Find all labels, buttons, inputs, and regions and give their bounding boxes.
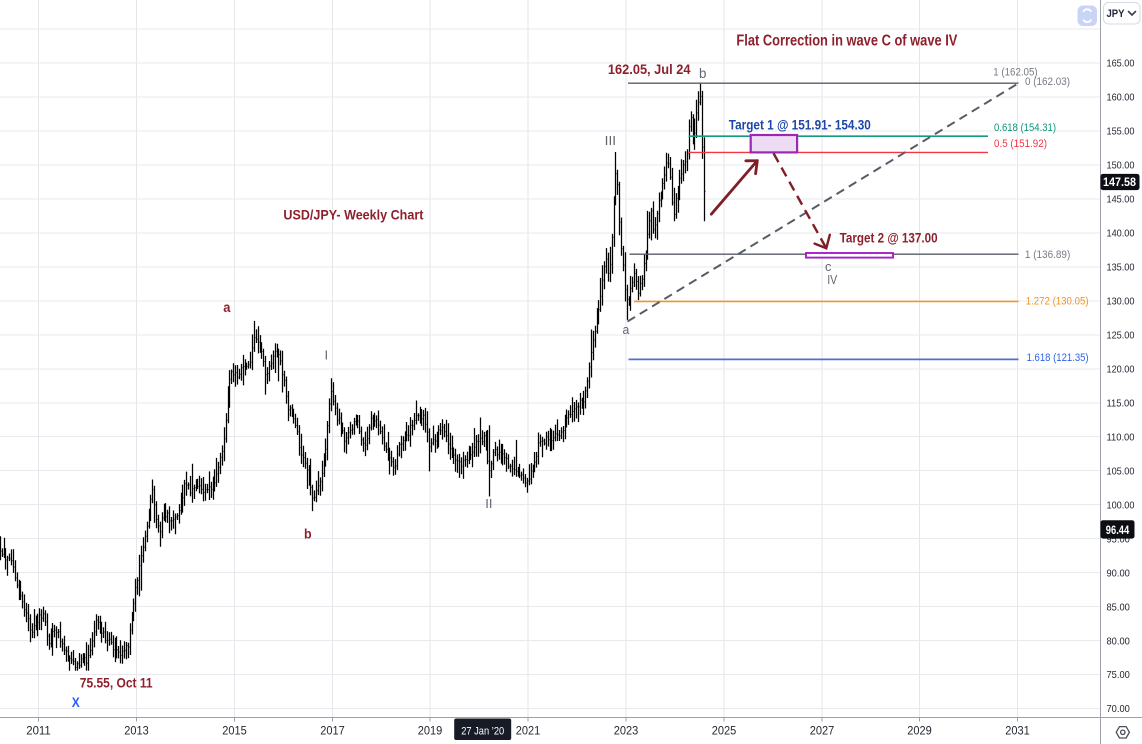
svg-text:150.00: 150.00: [1107, 160, 1135, 172]
svg-text:2019: 2019: [418, 726, 443, 738]
svg-text:120.00: 120.00: [1107, 364, 1135, 376]
svg-text:a: a: [223, 299, 230, 315]
svg-text:JPY: JPY: [1107, 8, 1126, 20]
svg-text:2021: 2021: [516, 726, 541, 738]
svg-text:0 (162.03): 0 (162.03): [1025, 76, 1070, 88]
svg-text:1.272 (130.05): 1.272 (130.05): [1026, 295, 1089, 307]
svg-text:2013: 2013: [124, 726, 149, 738]
svg-text:162.05, Jul 24: 162.05, Jul 24: [608, 61, 691, 77]
svg-text:IV: IV: [827, 272, 837, 287]
svg-text:140.00: 140.00: [1107, 228, 1135, 240]
svg-text:75.55, Oct 11: 75.55, Oct 11: [80, 676, 153, 691]
svg-text:b: b: [699, 66, 706, 81]
svg-text:145.00: 145.00: [1107, 194, 1135, 206]
svg-text:0.618 (154.31): 0.618 (154.31): [994, 122, 1056, 134]
svg-text:2029: 2029: [907, 726, 932, 738]
svg-text:USD/JPY- Weekly Chart: USD/JPY- Weekly Chart: [283, 206, 423, 222]
svg-text:2015: 2015: [222, 726, 247, 738]
svg-text:115.00: 115.00: [1107, 397, 1135, 409]
svg-text:147.58: 147.58: [1103, 177, 1137, 189]
svg-text:155.00: 155.00: [1107, 126, 1135, 138]
svg-text:Target 2 @ 137.00: Target 2 @ 137.00: [840, 230, 938, 246]
svg-text:2031: 2031: [1005, 726, 1030, 738]
svg-text:85.00: 85.00: [1107, 601, 1130, 613]
svg-text:2017: 2017: [320, 726, 345, 738]
svg-text:III: III: [605, 133, 616, 148]
svg-text:Flat Correction in wave C of w: Flat Correction in wave C of wave IV: [736, 33, 958, 50]
svg-text:165.00: 165.00: [1107, 58, 1135, 70]
svg-text:Target 1 @ 151.91- 154.30: Target 1 @ 151.91- 154.30: [729, 117, 871, 133]
svg-text:130.00: 130.00: [1107, 296, 1135, 308]
svg-text:100.00: 100.00: [1107, 499, 1135, 511]
svg-text:0.5 (151.92): 0.5 (151.92): [994, 138, 1047, 150]
svg-text:105.00: 105.00: [1107, 465, 1135, 477]
svg-text:a: a: [623, 322, 631, 337]
svg-text:110.00: 110.00: [1107, 431, 1135, 443]
svg-text:80.00: 80.00: [1107, 635, 1130, 647]
svg-text:2023: 2023: [614, 726, 639, 738]
svg-text:70.00: 70.00: [1107, 703, 1130, 715]
svg-text:b: b: [304, 526, 312, 542]
svg-text:96.44: 96.44: [1106, 525, 1130, 537]
svg-text:1.618 (121.35): 1.618 (121.35): [1027, 352, 1089, 364]
svg-text:90.00: 90.00: [1107, 567, 1130, 579]
svg-text:27 Jan ’20: 27 Jan ’20: [461, 726, 504, 738]
svg-text:2025: 2025: [712, 726, 737, 738]
svg-text:I: I: [325, 347, 329, 362]
svg-text:2027: 2027: [810, 726, 835, 738]
svg-text:c: c: [825, 259, 832, 274]
svg-text:75.00: 75.00: [1107, 669, 1130, 681]
svg-text:1 (162.05): 1 (162.05): [993, 67, 1037, 79]
svg-text:II: II: [485, 496, 492, 511]
svg-text:X: X: [72, 695, 80, 710]
svg-text:160.00: 160.00: [1107, 92, 1135, 104]
svg-text:1 (136.89): 1 (136.89): [1025, 249, 1070, 261]
svg-text:2011: 2011: [26, 726, 51, 738]
svg-text:125.00: 125.00: [1107, 330, 1135, 342]
svg-text:135.00: 135.00: [1107, 262, 1135, 274]
